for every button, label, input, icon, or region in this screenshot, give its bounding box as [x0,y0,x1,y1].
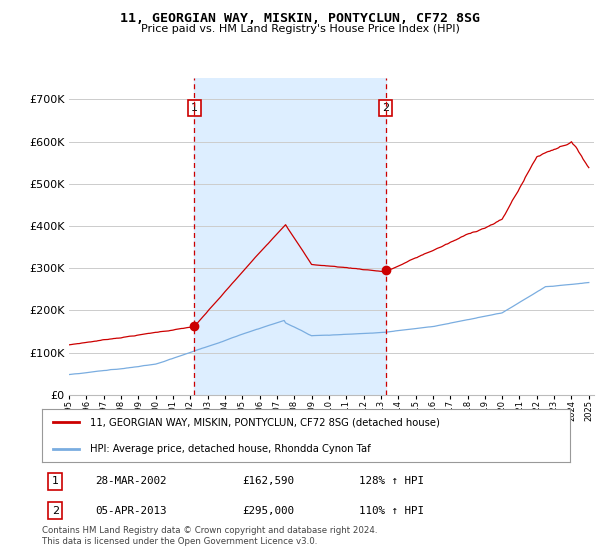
Text: 1: 1 [52,476,59,486]
Text: HPI: Average price, detached house, Rhondda Cynon Taf: HPI: Average price, detached house, Rhon… [89,444,370,454]
Text: £162,590: £162,590 [242,476,295,486]
Bar [194,78,386,395]
Text: 28-MAR-2002: 28-MAR-2002 [95,476,166,486]
Text: Contains HM Land Registry data © Crown copyright and database right 2024.
This d: Contains HM Land Registry data © Crown c… [42,526,377,546]
Text: 128% ↑ HPI: 128% ↑ HPI [359,476,424,486]
Text: 11, GEORGIAN WAY, MISKIN, PONTYCLUN, CF72 8SG (detached house): 11, GEORGIAN WAY, MISKIN, PONTYCLUN, CF7… [89,417,439,427]
Text: 110% ↑ HPI: 110% ↑ HPI [359,506,424,516]
Text: 05-APR-2013: 05-APR-2013 [95,506,166,516]
Text: 2: 2 [52,506,59,516]
Text: 1: 1 [191,103,198,113]
Text: Price paid vs. HM Land Registry's House Price Index (HPI): Price paid vs. HM Land Registry's House … [140,24,460,34]
Text: 2: 2 [382,103,389,113]
Text: 11, GEORGIAN WAY, MISKIN, PONTYCLUN, CF72 8SG: 11, GEORGIAN WAY, MISKIN, PONTYCLUN, CF7… [120,12,480,25]
Text: £295,000: £295,000 [242,506,295,516]
